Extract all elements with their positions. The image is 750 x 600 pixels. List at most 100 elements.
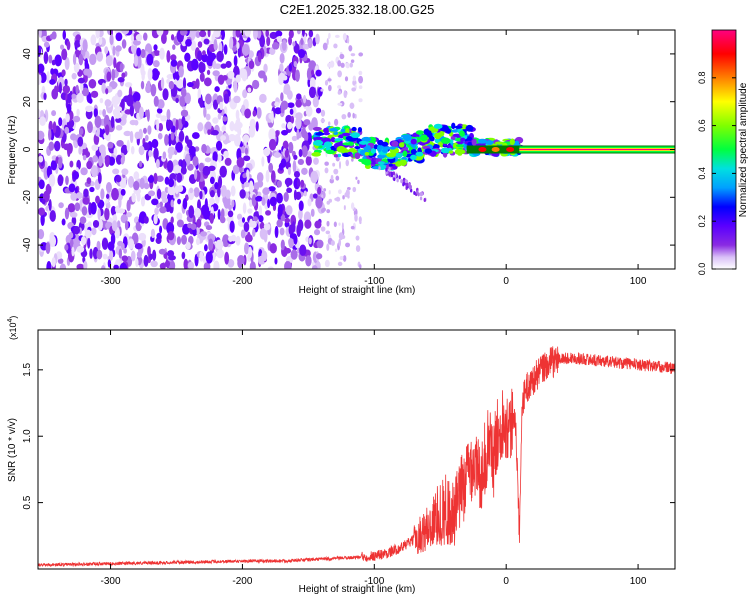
- snr-ytick-label: 0.5: [22, 495, 33, 509]
- noise-cell: [247, 231, 251, 243]
- noise-cell: [320, 118, 326, 123]
- noise-cell: [48, 54, 53, 64]
- signal-cell: [400, 179, 403, 184]
- noise-cell: [339, 256, 344, 260]
- noise-cell: [306, 67, 312, 81]
- noise-cell: [201, 204, 210, 217]
- signal-cell: [450, 135, 456, 141]
- noise-cell: [217, 153, 222, 163]
- signal-cell: [354, 152, 361, 160]
- snr-ytick-label: 1.0: [22, 429, 33, 443]
- colorbar-tick-label: 0.6: [697, 119, 707, 132]
- noise-cell: [334, 248, 338, 252]
- signal-cell: [419, 196, 423, 201]
- signal-cell: [509, 138, 515, 146]
- noise-cell: [51, 110, 57, 117]
- noise-cell: [182, 198, 188, 210]
- spectrogram-ytick-label: 0: [22, 146, 33, 152]
- noise-cell: [292, 160, 297, 173]
- noise-cell: [121, 255, 129, 262]
- signal-cell: [378, 166, 381, 171]
- snr-xlabel: Height of straight line (km): [299, 584, 416, 595]
- noise-cell: [182, 158, 186, 171]
- noise-cell: [233, 133, 241, 147]
- noise-cell: [340, 62, 345, 68]
- noise-cell: [335, 175, 340, 181]
- noise-cell: [284, 177, 293, 186]
- noise-cell: [43, 92, 47, 101]
- noise-cell: [301, 167, 308, 175]
- signal-cell: [406, 182, 409, 187]
- noise-cell: [70, 192, 78, 201]
- noise-cell: [51, 59, 56, 66]
- noise-cell: [212, 70, 220, 77]
- noise-cell: [53, 140, 61, 152]
- noise-cell: [159, 225, 163, 234]
- spectrogram-ytick-label: 40: [22, 48, 33, 60]
- noise-cell: [150, 260, 158, 268]
- noise-cell: [320, 88, 324, 92]
- signal-cell: [452, 142, 459, 149]
- noise-cell: [72, 53, 77, 66]
- noise-cell: [69, 160, 74, 168]
- noise-cell: [288, 238, 294, 249]
- noise-cell: [325, 230, 331, 235]
- noise-cell: [49, 33, 56, 40]
- noise-cell: [177, 198, 182, 205]
- noise-cell: [263, 223, 271, 231]
- noise-cell: [117, 89, 123, 98]
- noise-cell: [291, 135, 298, 142]
- noise-cell: [219, 165, 227, 178]
- noise-cell: [326, 243, 330, 251]
- noise-cell: [268, 186, 276, 192]
- noise-cell: [64, 207, 70, 220]
- noise-cell: [267, 266, 274, 269]
- signal-cell: [362, 158, 372, 166]
- noise-cell: [337, 85, 342, 89]
- signal-cell: [372, 166, 381, 170]
- noise-cell: [159, 47, 165, 60]
- noise-cell: [111, 95, 119, 105]
- signal-cell: [345, 128, 350, 134]
- noise-cell: [241, 44, 250, 56]
- noise-cell: [95, 30, 100, 39]
- noise-cell: [337, 70, 342, 78]
- signal-cell: [377, 161, 385, 165]
- noise-cell: [62, 30, 67, 40]
- noise-cell: [358, 52, 364, 57]
- noise-cell: [152, 60, 160, 68]
- noise-cell: [181, 251, 186, 260]
- spectrogram-xtick-label: -100: [364, 276, 384, 287]
- signal-cell: [448, 150, 454, 154]
- noise-cell: [289, 233, 297, 240]
- signal-cell: [440, 137, 451, 144]
- noise-cell: [160, 77, 165, 90]
- noise-cell: [350, 202, 355, 210]
- noise-cell: [126, 94, 134, 107]
- noise-cell: [91, 144, 99, 152]
- noise-cell: [112, 45, 116, 56]
- noise-cell: [214, 182, 219, 190]
- noise-cell: [130, 34, 135, 42]
- snr-xtick-label: 0: [503, 576, 509, 587]
- signal-cell: [388, 166, 391, 171]
- noise-cell: [288, 141, 294, 154]
- noise-cell: [229, 36, 234, 50]
- noise-cell: [50, 159, 58, 171]
- noise-cell: [281, 129, 289, 136]
- noise-cell: [155, 158, 160, 169]
- noise-cell: [236, 116, 241, 128]
- snr-multiplier: (x104): [7, 316, 18, 340]
- noise-cell: [151, 138, 159, 149]
- noise-cell: [225, 60, 232, 68]
- noise-cell: [316, 239, 324, 249]
- signal-cell: [391, 140, 399, 147]
- noise-cell: [288, 63, 293, 72]
- noise-cell: [284, 217, 291, 224]
- noise-cell: [249, 261, 256, 269]
- noise-cell: [38, 72, 42, 86]
- noise-cell: [147, 125, 152, 135]
- noise-cell: [281, 39, 287, 51]
- noise-cell: [89, 53, 97, 66]
- noise-cell: [179, 130, 184, 140]
